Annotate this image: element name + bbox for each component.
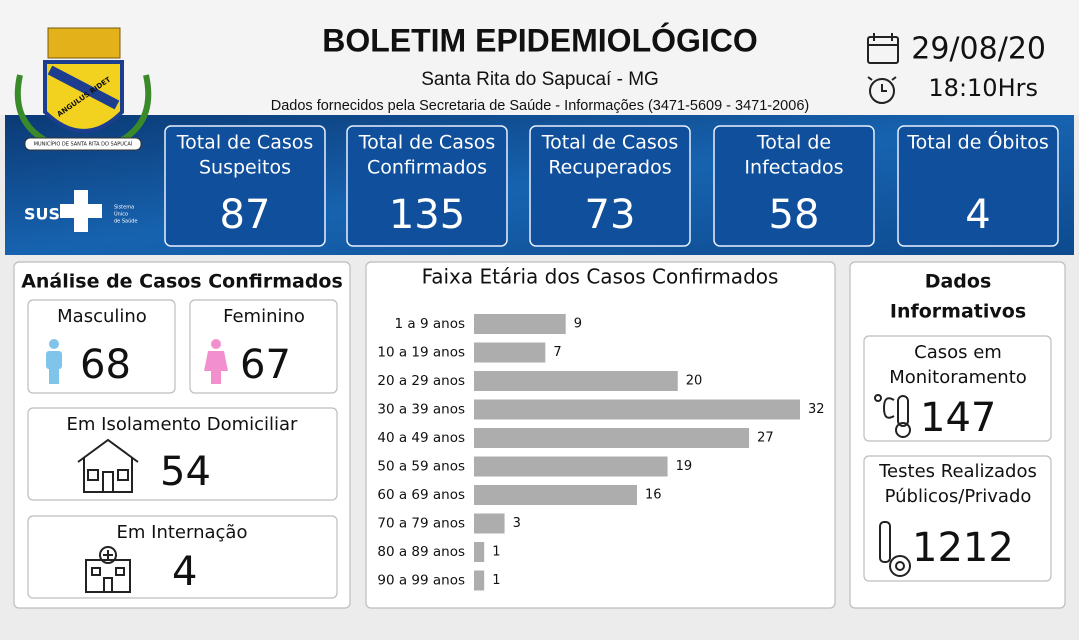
stat-label: Total de [756,132,831,154]
tests-value: 1212 [912,525,1014,571]
male-icon [46,339,62,384]
time: 18:10Hrs [928,74,1038,102]
bar [474,399,800,420]
hospital-label: Em Internação [117,522,248,543]
male-box [27,299,176,394]
bar-value-label: 20 [686,374,703,389]
isolation-label: Em Isolamento Domiciliar [67,414,299,435]
sus-caption: Único [114,211,128,218]
sus-caption: de Saúde [114,218,138,225]
stat-value: 87 [220,192,271,238]
category-label: 70 a 79 anos [377,516,465,532]
tests-label: Testes Realizados [878,461,1037,482]
bar-value-label: 16 [645,488,662,503]
calendar-icon [867,33,899,64]
bar-value-label: 27 [757,431,774,446]
test-tube-icon [879,521,911,577]
bar [474,513,505,534]
bar-value-label: 7 [553,345,561,360]
tests-box [863,455,1052,582]
stat-value: 58 [769,192,820,238]
stat-value: 4 [965,192,990,238]
isolation-value: 54 [160,449,211,495]
stat-label: Suspeitos [199,157,291,179]
female-value: 67 [240,342,291,388]
house-icon [77,438,139,493]
category-label: 40 a 49 anos [377,430,465,446]
stat-label: Recuperados [548,157,671,179]
bar-value-label: 3 [513,516,521,531]
location: Santa Rita do Sapucaí - MG [421,69,659,90]
category-label: 10 a 19 anos [377,345,465,361]
stat-card [897,125,1059,247]
stat-label: Total de Casos [541,132,679,154]
category-label: 30 a 39 anos [377,402,465,418]
stat-card [713,125,875,247]
clock-icon [867,76,897,104]
bar [474,570,485,591]
bar-value-label: 9 [574,317,582,332]
source: Dados fornecidos pela Secretaria de Saúd… [271,98,809,114]
female-icon [204,339,228,384]
municipality: MUNICÍPIO DE SANTA RITA DO SAPUCAÍ [34,141,133,148]
stat-label: Total de Óbitos [906,130,1048,154]
header-bg [0,0,1079,115]
thermometer-icon [874,394,911,438]
bar-value-label: 19 [676,459,693,474]
monitoring-value: 147 [920,395,996,441]
isolation-box [27,407,338,501]
analysis-title: Análise de Casos Confirmados [21,271,343,293]
hospital-icon [85,546,131,593]
coat-of-arms [14,27,152,151]
hospital-value: 4 [172,549,197,595]
male-label: Masculino [57,306,147,327]
category-label: 60 a 69 anos [377,487,465,503]
stat-card [346,125,508,247]
bar [474,542,485,562]
stat-label: Total de Casos [358,132,496,154]
bar [474,428,750,448]
sus-cross [60,190,102,232]
bar [474,314,566,334]
bar [474,485,637,505]
bar [474,456,668,477]
category-label: 90 a 99 anos [377,573,465,589]
bar-value-label: 32 [808,402,825,417]
monitoring-box [863,335,1052,442]
bar [474,371,678,391]
bar-value-label: 1 [492,545,500,560]
stat-value: 73 [585,192,636,238]
title: BOLETIM EPIDEMIOLÓGICO [322,22,758,58]
stat-card [529,125,691,247]
monitoring-label: Monitoramento [889,367,1027,388]
stat-value: 135 [389,192,465,238]
date: 29/08/20 [911,32,1046,67]
category-label: 80 a 89 anos [377,544,465,560]
bar-value-label: 1 [492,573,500,588]
stat-label: Confirmados [367,157,487,179]
category-label: 20 a 29 anos [377,373,465,389]
male-value: 68 [80,342,131,388]
category-label: 1 a 9 anos [395,316,465,332]
stat-card [164,125,326,247]
info-title: Informativos [890,301,1026,323]
stat-label: Infectados [744,157,843,179]
tests-label: Públicos/Privado [885,486,1032,507]
sus-caption: Sistema [114,205,134,211]
stat-label: Total de Casos [176,132,314,154]
female-label: Feminino [223,306,305,327]
info-title: Dados [925,271,992,293]
bar [474,342,546,363]
chart-title: Faixa Etária dos Casos Confirmados [422,265,779,289]
sus-logo: SUS [24,205,60,224]
monitoring-label: Casos em [914,342,1002,363]
category-label: 50 a 59 anos [377,459,465,475]
